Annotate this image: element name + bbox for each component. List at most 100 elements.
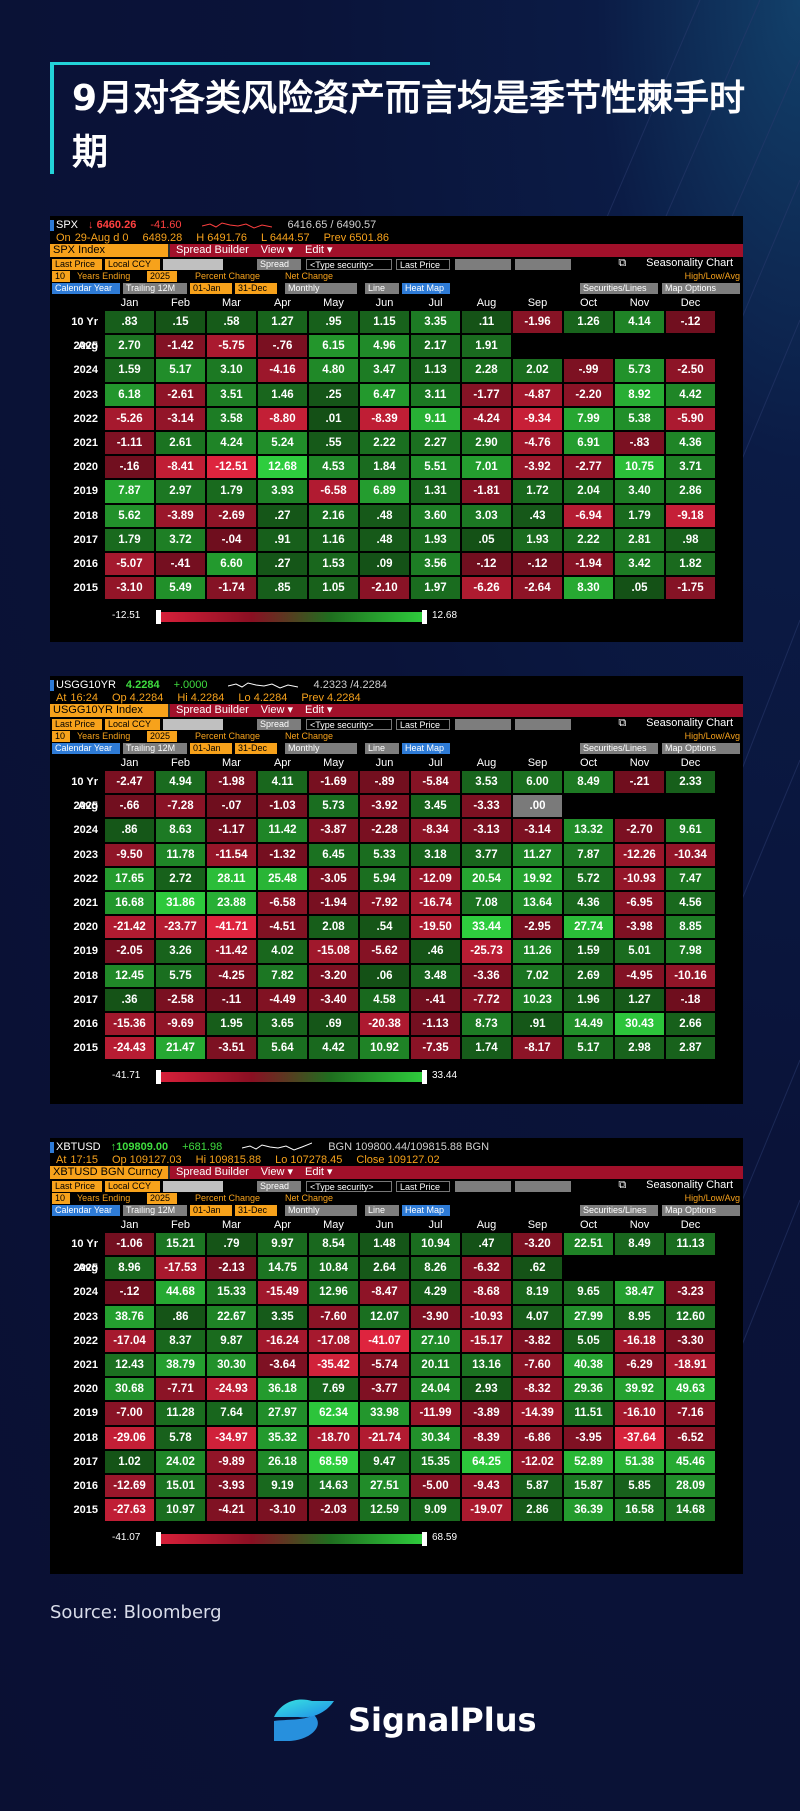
securities-lines-button[interactable]: Securities/Lines	[580, 283, 658, 294]
heat-map-tab[interactable]: Heat Map	[402, 743, 450, 754]
last-price-field[interactable]: Last Price	[396, 1181, 450, 1192]
price-field[interactable]: Last Price	[52, 719, 102, 730]
from-date-field[interactable]: 01-Jan	[190, 1205, 232, 1216]
high-low-avg-toggle[interactable]: High/Low/Avg	[684, 1193, 740, 1203]
legend-handle-left[interactable]	[156, 1532, 161, 1547]
high-low-avg-toggle[interactable]: High/Low/Avg	[684, 731, 740, 741]
calendar-year-tab[interactable]: Calendar Year	[52, 743, 120, 754]
last-price-field[interactable]: Last Price	[396, 719, 450, 730]
heatmap-cell: 1.27	[258, 311, 307, 334]
edit-menu[interactable]: Edit ▾	[305, 1166, 333, 1178]
frequency-select[interactable]: Monthly	[285, 1205, 357, 1216]
view-menu[interactable]: View ▾	[260, 244, 294, 256]
type-security-input[interactable]: <Type security>	[306, 719, 392, 730]
blank-field-3[interactable]	[515, 1181, 571, 1192]
ccy-field[interactable]: Local CCY	[105, 719, 160, 730]
trailing-12m-tab[interactable]: Trailing 12M	[123, 743, 187, 754]
net-change-radio[interactable]: Net Change	[285, 271, 334, 281]
spread-field[interactable]: Spread	[257, 259, 301, 270]
legend-handle-right[interactable]	[422, 1532, 427, 1547]
last-price-field[interactable]: Last Price	[396, 259, 450, 270]
year-end-field[interactable]: 2025	[147, 731, 177, 742]
spread-field[interactable]: Spread	[257, 1181, 301, 1192]
map-options-button[interactable]: Map Options	[662, 1205, 740, 1216]
line-view-tab[interactable]: Line	[365, 743, 399, 754]
spread-builder-menu[interactable]: Spread Builder	[176, 704, 249, 716]
security-field[interactable]: SPX Index	[50, 244, 168, 257]
years-field[interactable]: 10	[52, 271, 70, 282]
net-change-radio[interactable]: Net Change	[285, 731, 334, 741]
calendar-year-tab[interactable]: Calendar Year	[52, 1205, 120, 1216]
percent-change-radio[interactable]: Percent Change	[195, 731, 261, 741]
years-ending-label[interactable]: Years Ending	[77, 731, 131, 741]
percent-change-radio[interactable]: Percent Change	[195, 271, 261, 281]
heatmap-cell: 1.74	[462, 1037, 511, 1060]
years-ending-label[interactable]: Years Ending	[77, 271, 131, 281]
heatmap-cell: 9.19	[258, 1475, 307, 1498]
type-security-input[interactable]: <Type security>	[306, 259, 392, 270]
type-security-input[interactable]: <Type security>	[306, 1181, 392, 1192]
price-field[interactable]: Last Price	[52, 1181, 102, 1192]
spread-builder-menu[interactable]: Spread Builder	[176, 1166, 249, 1178]
heat-map-tab[interactable]: Heat Map	[402, 1205, 450, 1216]
popout-icon[interactable]: ⧉	[618, 257, 627, 269]
ticker-symbol: SPX	[56, 219, 79, 231]
blank-field-3[interactable]	[515, 719, 571, 730]
years-field[interactable]: 10	[52, 1193, 70, 1204]
blank-field-1[interactable]	[163, 1181, 223, 1192]
blank-field-2[interactable]	[455, 1181, 511, 1192]
popout-icon[interactable]: ⧉	[618, 717, 627, 729]
line-view-tab[interactable]: Line	[365, 283, 399, 294]
from-date-field[interactable]: 01-Jan	[190, 283, 232, 294]
legend-handle-left[interactable]	[156, 1070, 161, 1085]
map-options-button[interactable]: Map Options	[662, 743, 740, 754]
years-ending-label[interactable]: Years Ending	[77, 1193, 131, 1203]
year-end-field[interactable]: 2025	[147, 271, 177, 282]
blank-field-2[interactable]	[455, 719, 511, 730]
high-low-avg-toggle[interactable]: High/Low/Avg	[684, 271, 740, 281]
heatmap-cell: -2.61	[156, 383, 205, 406]
edit-menu[interactable]: Edit ▾	[305, 244, 333, 256]
month-header: Nov	[629, 1219, 650, 1231]
legend-handle-right[interactable]	[422, 1070, 427, 1085]
blank-field-3[interactable]	[515, 259, 571, 270]
spread-builder-menu[interactable]: Spread Builder	[176, 244, 249, 256]
to-date-field[interactable]: 31-Dec	[235, 1205, 277, 1216]
price-field[interactable]: Last Price	[52, 259, 102, 270]
blank-field-1[interactable]	[163, 259, 223, 270]
legend-handle-left[interactable]	[156, 610, 161, 625]
heatmap-cell: -17.04	[105, 1329, 154, 1352]
security-field[interactable]: USGG10YR Index	[50, 704, 168, 717]
view-menu[interactable]: View ▾	[260, 704, 294, 716]
blank-field-2[interactable]	[455, 259, 511, 270]
edit-menu[interactable]: Edit ▾	[305, 704, 333, 716]
legend-handle-right[interactable]	[422, 610, 427, 625]
securities-lines-button[interactable]: Securities/Lines	[580, 743, 658, 754]
securities-lines-button[interactable]: Securities/Lines	[580, 1205, 658, 1216]
blank-field-1[interactable]	[163, 719, 223, 730]
trailing-12m-tab[interactable]: Trailing 12M	[123, 283, 187, 294]
frequency-select[interactable]: Monthly	[285, 283, 357, 294]
popout-icon[interactable]: ⧉	[618, 1179, 627, 1191]
net-change-radio[interactable]: Net Change	[285, 1193, 334, 1203]
map-options-button[interactable]: Map Options	[662, 283, 740, 294]
spread-field[interactable]: Spread	[257, 719, 301, 730]
year-end-field[interactable]: 2025	[147, 1193, 177, 1204]
percent-change-radio[interactable]: Percent Change	[195, 1193, 261, 1203]
from-date-field[interactable]: 01-Jan	[190, 743, 232, 754]
ccy-field[interactable]: Local CCY	[105, 259, 160, 270]
view-menu[interactable]: View ▾	[260, 1166, 294, 1178]
heatmap-cell: -4.24	[462, 407, 511, 430]
to-date-field[interactable]: 31-Dec	[235, 743, 277, 754]
calendar-year-tab[interactable]: Calendar Year	[52, 283, 120, 294]
line-view-tab[interactable]: Line	[365, 1205, 399, 1216]
heat-map-tab[interactable]: Heat Map	[402, 283, 450, 294]
security-field[interactable]: XBTUSD BGN Curncy	[50, 1166, 168, 1179]
trailing-12m-tab[interactable]: Trailing 12M	[123, 1205, 187, 1216]
heatmap-cell: 14.68	[666, 1499, 715, 1522]
years-field[interactable]: 10	[52, 731, 70, 742]
month-header: May	[323, 1219, 344, 1231]
frequency-select[interactable]: Monthly	[285, 743, 357, 754]
ccy-field[interactable]: Local CCY	[105, 1181, 160, 1192]
to-date-field[interactable]: 31-Dec	[235, 283, 277, 294]
